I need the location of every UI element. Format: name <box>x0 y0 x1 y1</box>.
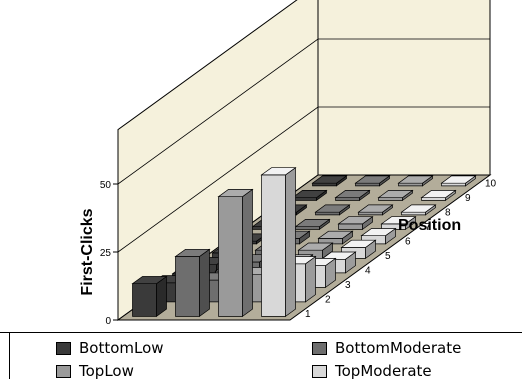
y-tick-label: 25 <box>100 248 112 259</box>
bar-top-face <box>420 190 457 199</box>
legend-label: TopLow <box>79 362 134 380</box>
legend-top-border <box>0 332 522 333</box>
bar-front-face <box>175 256 200 317</box>
bar-TopModerate-position-9 <box>420 189 457 202</box>
bar-side-face <box>242 188 253 318</box>
bar-top-face <box>297 242 334 251</box>
bar-top-face <box>294 219 331 228</box>
bar-front-face <box>441 182 466 187</box>
bar-front-face <box>358 211 383 216</box>
x-tick-label: 1 <box>305 309 311 320</box>
bar-front-face <box>261 174 286 317</box>
bar-BottomModerate-position-7 <box>294 218 331 231</box>
legend-item-toplow: TopLow <box>56 362 134 380</box>
bar-top-face <box>400 204 437 213</box>
bar-top-face <box>174 248 211 257</box>
legend-label: TopModerate <box>335 362 432 380</box>
bar-side-face <box>305 255 316 303</box>
bar-top-face <box>337 216 374 225</box>
legend-swatch-topmoderate <box>312 364 327 378</box>
bar-BottomLow-position-9 <box>291 189 328 202</box>
bar-TopModerate-position-8 <box>400 204 437 216</box>
bar-TopModerate-position-10 <box>440 175 477 187</box>
bar-top-face <box>440 175 477 184</box>
bar-top-face <box>314 204 351 213</box>
bar-TopLow-position-10 <box>397 175 434 187</box>
y-axis-label: First-Clicks <box>79 208 96 295</box>
legend-label: BottomModerate <box>335 339 462 357</box>
bar-front-face <box>335 197 360 201</box>
bar-BottomModerate-position-8 <box>314 204 351 216</box>
bar-TopLow-position-8 <box>357 204 394 216</box>
bar-top-face <box>380 216 417 225</box>
legend-swatch-toplow <box>56 364 71 378</box>
bar-TopModerate-position-7 <box>380 216 417 231</box>
chart-bars <box>131 167 477 318</box>
bar-front-face <box>378 197 403 201</box>
bar-top-face <box>217 189 254 198</box>
bar-top-face <box>354 175 391 184</box>
x-tick-label: 9 <box>465 193 471 204</box>
gridline <box>117 106 490 253</box>
bar-TopModerate-position-1 <box>260 167 297 318</box>
bar-top-face <box>260 167 297 176</box>
bar-top-face <box>317 230 354 239</box>
bar-side-face <box>285 167 296 318</box>
bar-front-face <box>401 211 426 216</box>
x-tick-label: 2 <box>325 294 331 305</box>
bar-top-face <box>334 190 371 199</box>
bar-front-face <box>315 211 340 216</box>
x-tick-label: 7 <box>425 222 431 233</box>
bar-top-face <box>131 276 168 285</box>
legend-left-border <box>9 332 10 379</box>
bar-front-face <box>292 197 317 201</box>
bar-front-face <box>355 182 380 187</box>
legend-item-bottommoderate: BottomModerate <box>312 339 461 357</box>
bar-TopLow-position-1 <box>217 188 254 318</box>
bar-TopLow-position-6 <box>317 230 354 245</box>
bar-front-face <box>312 182 337 187</box>
legend-label: BottomLow <box>79 339 164 357</box>
chart-axes: 0 25 50 1 2 3 4 5 6 7 8 9 10 <box>100 178 497 327</box>
bar-front-face <box>398 182 423 187</box>
x-tick-label: 6 <box>405 236 411 247</box>
legend-swatch-bottomlow <box>56 341 71 355</box>
y-tick-label: 50 <box>100 180 112 191</box>
bar-top-face <box>377 190 414 199</box>
legend-swatch-bottommoderate <box>312 341 327 355</box>
x-tick-label: 5 <box>385 251 391 262</box>
x-axis-label: Position <box>398 217 461 234</box>
legend: BottomLow BottomModerate TopLow TopModer… <box>0 332 522 380</box>
bar-BottomLow-position-1 <box>131 275 168 318</box>
bar-front-face <box>338 223 363 230</box>
back-wall <box>317 0 491 176</box>
bar-BottomModerate-position-9 <box>334 189 371 202</box>
bar-top-face <box>311 175 348 184</box>
x-tick-label: 8 <box>445 207 451 218</box>
bar-TopLow-position-7 <box>337 216 374 231</box>
bar-top-face <box>357 204 394 213</box>
bar-front-face <box>295 226 320 230</box>
bar-front-face <box>421 197 446 201</box>
bar-BottomLow-position-10 <box>311 175 348 187</box>
x-tick-label: 4 <box>365 265 371 276</box>
legend-item-bottomlow: BottomLow <box>56 339 164 357</box>
bar-TopLow-position-9 <box>377 189 414 202</box>
bar-top-face <box>291 190 328 199</box>
bar-side-face <box>199 248 210 318</box>
y-tick-label: 0 <box>105 316 111 327</box>
bar-top-face <box>320 251 357 260</box>
bar-BottomModerate-position-10 <box>354 175 391 187</box>
bar-top-face <box>360 228 397 237</box>
bar-front-face <box>132 283 157 317</box>
bar-BottomModerate-position-1 <box>174 248 211 318</box>
gridline <box>117 38 490 185</box>
bar-front-face <box>218 196 243 317</box>
bar-top-face <box>397 175 434 184</box>
x-tick-label: 10 <box>485 178 497 189</box>
bar-top-face <box>340 239 377 248</box>
legend-item-topmoderate: TopModerate <box>312 362 432 380</box>
chart-canvas: 0 25 50 1 2 3 4 5 6 7 8 9 10 First-Clicks Position <box>79 0 497 327</box>
x-tick-label: 3 <box>345 280 351 291</box>
